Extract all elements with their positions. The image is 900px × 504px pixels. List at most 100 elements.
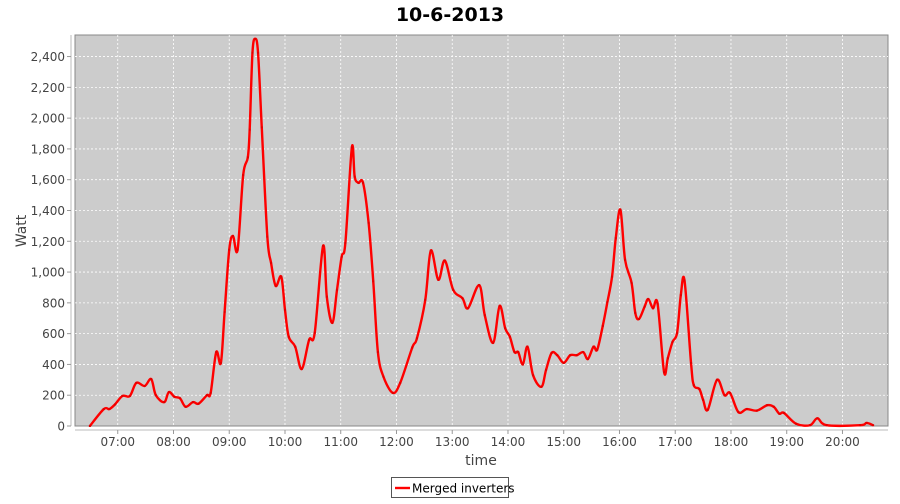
- data-point: [173, 395, 176, 398]
- y-tick-label: 400: [42, 358, 65, 372]
- data-point: [399, 381, 402, 384]
- data-point: [540, 385, 543, 388]
- legend-label: Merged inverters: [412, 482, 515, 496]
- data-point: [121, 394, 124, 397]
- x-tick-label: 18:00: [714, 435, 749, 449]
- data-point: [504, 327, 507, 330]
- data-point: [692, 384, 695, 387]
- data-point: [729, 391, 732, 394]
- data-point: [630, 281, 633, 284]
- data-point: [556, 354, 559, 357]
- data-point: [498, 304, 501, 307]
- data-point: [223, 311, 226, 314]
- x-tick-label: 19:00: [769, 435, 804, 449]
- data-point: [108, 408, 111, 411]
- y-tick-label: 1,400: [31, 204, 65, 218]
- data-point: [492, 341, 495, 344]
- data-point: [663, 371, 666, 374]
- data-point: [143, 384, 146, 387]
- data-point: [429, 249, 432, 252]
- data-point: [478, 284, 481, 287]
- data-point: [782, 411, 785, 414]
- x-tick-label: 17:00: [658, 435, 693, 449]
- data-point: [372, 280, 375, 283]
- data-point: [690, 361, 693, 364]
- x-axis-ticks: 07:00 08:00 09:00 10:00 11:00 12:00 13:00 14:00…: [100, 430, 860, 449]
- data-point: [483, 314, 486, 317]
- data-point: [766, 404, 769, 407]
- data-point: [344, 241, 347, 244]
- data-point: [197, 402, 200, 405]
- data-point: [575, 354, 578, 357]
- data-point: [391, 391, 394, 394]
- data-point: [231, 234, 234, 237]
- data-point: [651, 307, 654, 310]
- x-tick-label: 09:00: [212, 435, 247, 449]
- x-tick-label: 13:00: [435, 435, 470, 449]
- data-point: [606, 301, 609, 304]
- y-tick-label: 200: [42, 389, 65, 403]
- data-point: [257, 51, 260, 54]
- x-tick-label: 11:00: [323, 435, 358, 449]
- data-point: [467, 307, 470, 310]
- data-point: [215, 351, 218, 354]
- data-point: [596, 348, 599, 351]
- data-point: [209, 391, 212, 394]
- data-point: [283, 308, 286, 311]
- y-tick-label: 1,600: [31, 173, 65, 187]
- data-point: [592, 345, 595, 348]
- data-point: [676, 331, 679, 334]
- data-point: [562, 361, 565, 364]
- data-point: [702, 398, 705, 401]
- data-point: [192, 401, 195, 404]
- data-point: [872, 424, 875, 427]
- data-point: [755, 409, 758, 412]
- data-point: [550, 351, 553, 354]
- chart-title: 10-6-2013: [396, 4, 504, 26]
- data-point: [816, 417, 819, 420]
- x-tick-label: 10:00: [268, 435, 303, 449]
- data-point: [637, 318, 640, 321]
- data-point: [808, 424, 811, 427]
- data-point: [376, 351, 379, 354]
- data-point: [698, 388, 701, 391]
- data-point: [325, 295, 328, 298]
- data-points: [88, 37, 875, 427]
- data-point: [859, 424, 862, 427]
- data-point: [154, 394, 157, 397]
- data-point: [643, 305, 646, 308]
- data-point: [461, 297, 464, 300]
- legend: Merged inverters: [391, 477, 515, 498]
- data-point: [340, 255, 343, 258]
- data-point: [508, 335, 511, 338]
- data-point: [308, 338, 311, 341]
- data-point: [706, 408, 709, 411]
- y-tick-label: 1,200: [31, 235, 65, 249]
- y-tick-label: 1,000: [31, 266, 65, 280]
- data-point: [260, 126, 263, 129]
- data-point: [737, 411, 740, 414]
- data-point: [513, 351, 516, 354]
- data-point: [795, 422, 798, 425]
- data-point: [242, 174, 245, 177]
- y-tick-label: 2,000: [31, 112, 65, 126]
- data-point: [532, 374, 535, 377]
- data-point: [601, 324, 604, 327]
- y-tick-label: 2,200: [31, 81, 65, 95]
- plot-area: [74, 34, 889, 427]
- data-point: [679, 294, 682, 297]
- data-point: [205, 394, 208, 397]
- data-point: [545, 368, 548, 371]
- data-point: [526, 345, 529, 348]
- data-point: [246, 156, 249, 159]
- data-point: [150, 378, 153, 381]
- data-point: [619, 208, 622, 211]
- y-tick-label: 2,400: [31, 50, 65, 64]
- y-tick-label: 1,800: [31, 142, 65, 156]
- data-point: [270, 261, 273, 264]
- data-point: [367, 221, 370, 224]
- data-point: [671, 341, 674, 344]
- data-point: [723, 394, 726, 397]
- data-point: [778, 412, 781, 415]
- data-point: [424, 298, 427, 301]
